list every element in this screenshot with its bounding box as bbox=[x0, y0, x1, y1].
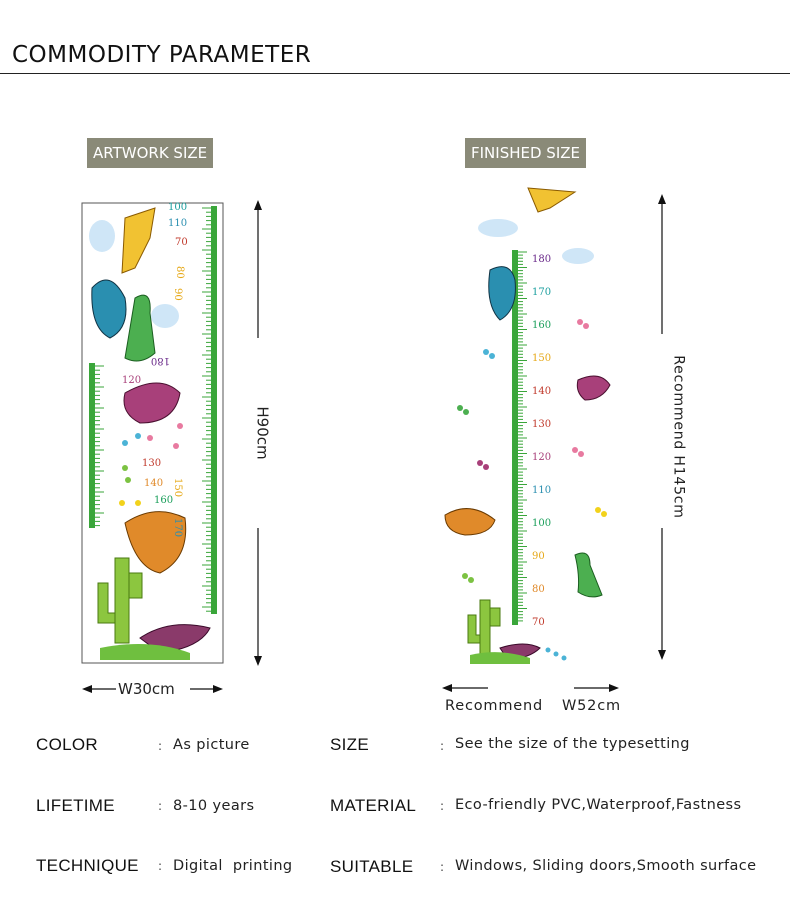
orange-dino-icon bbox=[444, 508, 496, 536]
ruler-number: 160 bbox=[532, 320, 551, 331]
spec-color-value: As picture bbox=[173, 737, 250, 753]
footprints-icon bbox=[483, 349, 495, 359]
footprints-icon bbox=[122, 465, 131, 483]
footprints-icon bbox=[572, 447, 584, 457]
spec-suitable-label: SUITABLE bbox=[330, 857, 414, 876]
ruler-number: 80 bbox=[532, 584, 545, 595]
spec-lifetime-label: LIFETIME bbox=[36, 796, 115, 815]
ruler-number: 180 bbox=[151, 355, 170, 366]
ruler-number: 130 bbox=[532, 419, 551, 430]
artwork-ruler-ticks-left bbox=[95, 365, 104, 527]
ruler-number: 90 bbox=[172, 288, 183, 301]
ruler-number: 70 bbox=[532, 617, 545, 628]
spec-size-value: See the size of the typesetting bbox=[455, 736, 690, 752]
pterodactyl-icon bbox=[121, 207, 156, 274]
ruler-number: 120 bbox=[532, 452, 551, 463]
ruler-number: 70 bbox=[175, 237, 188, 248]
green-dino-icon bbox=[574, 552, 603, 598]
finished-ruler-ticks bbox=[518, 251, 527, 622]
footprints-icon bbox=[595, 507, 607, 517]
ruler-number: 140 bbox=[532, 386, 551, 397]
spec-colon: : bbox=[158, 739, 163, 753]
pterodactyl-icon bbox=[527, 187, 577, 213]
artwork-height-arrow bbox=[254, 200, 262, 666]
grass-icon bbox=[100, 644, 190, 660]
ruler-number: 100 bbox=[532, 518, 551, 529]
spec-color-label: COLOR bbox=[36, 735, 98, 754]
footprints-icon bbox=[462, 573, 474, 583]
cloud-icon bbox=[89, 220, 115, 252]
finished-width-label-right: W52cm bbox=[562, 698, 621, 714]
ruler-number: 170 bbox=[532, 287, 551, 298]
header-divider bbox=[0, 73, 790, 74]
artwork-ruler-right bbox=[211, 206, 217, 614]
spec-colon: : bbox=[440, 799, 445, 813]
ruler-number: 130 bbox=[142, 458, 161, 469]
cactus-icon bbox=[97, 557, 143, 644]
artwork-height-label: H90cm bbox=[253, 406, 272, 460]
ruler-number: 80 bbox=[174, 266, 185, 279]
finished-width-arrow bbox=[442, 684, 619, 692]
finished-height-label: Recommend H145cm bbox=[670, 355, 687, 519]
ruler-number: 150 bbox=[172, 478, 183, 497]
cloud-icon bbox=[478, 219, 518, 237]
artwork-size-tag: ARTWORK SIZE bbox=[87, 138, 214, 168]
purple-dino-icon bbox=[576, 375, 611, 401]
footprints-icon bbox=[119, 500, 141, 506]
page-title: COMMODITY PARAMETER bbox=[12, 42, 312, 68]
cloud-icon bbox=[562, 248, 594, 264]
ruler-number: 140 bbox=[144, 478, 163, 489]
spec-colon: : bbox=[158, 859, 163, 873]
ruler-number: 120 bbox=[122, 375, 141, 386]
spec-material-label: MATERIAL bbox=[330, 796, 417, 815]
spec-colon: : bbox=[440, 860, 445, 874]
finished-size-tag: FINISHED SIZE bbox=[465, 138, 586, 168]
spec-technique-label: TECHNIQUE bbox=[36, 856, 139, 875]
ruler-number: 180 bbox=[532, 254, 551, 265]
spec-material-value: Eco-friendly PVC,Waterproof,Fastness bbox=[455, 797, 742, 813]
spec-suitable-value: Windows, Sliding doors,Smooth surface bbox=[455, 858, 757, 874]
ruler-number: 110 bbox=[532, 485, 551, 496]
artwork-width-arrow bbox=[82, 685, 223, 693]
ruler-number: 150 bbox=[532, 353, 551, 364]
spec-lifetime-value: 8-10 years bbox=[173, 798, 255, 814]
finished-wall-display: 180 170 160 150 140 130 120 110 100 90 80 70 bbox=[444, 187, 611, 664]
blue-dino-icon bbox=[488, 266, 516, 321]
footprints-icon bbox=[477, 460, 489, 470]
footprints-icon bbox=[122, 433, 141, 446]
spec-colon: : bbox=[440, 739, 445, 753]
ruler-number: 170 bbox=[172, 518, 183, 537]
finished-width-label-left: Recommend bbox=[445, 698, 543, 714]
finished-height-arrow bbox=[658, 194, 666, 660]
orange-dino-icon bbox=[124, 511, 187, 574]
spec-technique-value: Digital printing bbox=[173, 858, 293, 874]
footprints-icon bbox=[147, 423, 183, 449]
purple-dino-icon bbox=[123, 382, 181, 424]
blue-dino-icon bbox=[91, 279, 127, 339]
green-dino-icon bbox=[124, 294, 156, 362]
artwork-ruler-ticks-right bbox=[202, 207, 211, 612]
footprints-icon bbox=[457, 405, 469, 415]
spec-size-label: SIZE bbox=[330, 735, 369, 754]
artwork-ruler-left bbox=[89, 363, 95, 528]
footprints-icon bbox=[545, 647, 567, 661]
ruler-number: 160 bbox=[154, 495, 173, 506]
grass-icon bbox=[470, 652, 530, 664]
ruler-number: 110 bbox=[168, 218, 187, 229]
spec-colon: : bbox=[158, 799, 163, 813]
artwork-width-label: W30cm bbox=[118, 680, 175, 698]
ruler-number: 100 bbox=[168, 202, 187, 213]
cloud-icon bbox=[151, 304, 179, 328]
finished-ruler bbox=[512, 250, 518, 625]
finished-ruler-numbers: 180 170 160 150 140 130 120 110 100 90 80 70 bbox=[532, 254, 551, 628]
footprints-icon bbox=[577, 319, 589, 329]
ruler-number: 90 bbox=[532, 551, 545, 562]
